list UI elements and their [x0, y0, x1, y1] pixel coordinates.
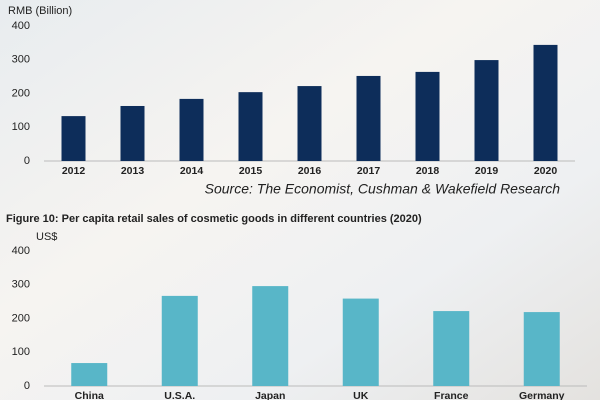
y-tick-label: 400	[12, 245, 30, 257]
y-tick-label: 100	[12, 346, 30, 358]
bar	[161, 295, 198, 386]
x-tick-label: UK	[353, 390, 369, 400]
bar	[71, 363, 108, 386]
bar	[474, 60, 499, 161]
bar	[238, 92, 263, 161]
source-note: Source: The Economist, Cushman & Wakefie…	[205, 181, 561, 197]
y-axis-label: US$	[36, 231, 57, 243]
x-tick-label: France	[434, 390, 469, 400]
x-tick-label: 2016	[298, 165, 322, 177]
x-tick-label: 2013	[121, 165, 145, 177]
y-tick-label: 0	[24, 380, 30, 392]
x-tick-label: Germany	[519, 390, 565, 400]
y-tick-label: 0	[24, 155, 30, 167]
bar	[523, 312, 560, 386]
y-tick-label: 200	[12, 87, 30, 99]
x-tick-label: 2012	[62, 165, 86, 177]
y-tick-label: 400	[12, 20, 30, 32]
bar	[120, 105, 145, 161]
x-tick-label: 2017	[357, 165, 381, 177]
y-axis-label: RMB (Billion)	[8, 5, 72, 17]
x-tick-label: U.S.A.	[164, 390, 195, 400]
x-tick-label: 2020	[534, 165, 558, 177]
x-tick-label: 2019	[475, 165, 499, 177]
x-tick-label: 2015	[239, 165, 263, 177]
y-tick-label: 200	[12, 312, 30, 324]
bar	[252, 286, 289, 386]
y-tick-label: 300	[12, 54, 30, 66]
x-tick-label: Japan	[255, 390, 285, 400]
bar	[415, 71, 440, 161]
bar	[433, 311, 470, 386]
bar	[533, 44, 558, 161]
y-tick-label: 100	[12, 121, 30, 133]
bar	[61, 116, 86, 161]
x-tick-label: 2014	[180, 165, 204, 177]
bar	[297, 86, 322, 161]
y-tick-label: 300	[12, 279, 30, 291]
x-tick-label: 2018	[416, 165, 440, 177]
bar	[342, 298, 379, 386]
bar	[179, 98, 204, 161]
chart-title: Figure 10: Per capita retail sales of co…	[6, 213, 422, 225]
x-tick-label: China	[75, 390, 104, 400]
bar	[356, 75, 381, 161]
